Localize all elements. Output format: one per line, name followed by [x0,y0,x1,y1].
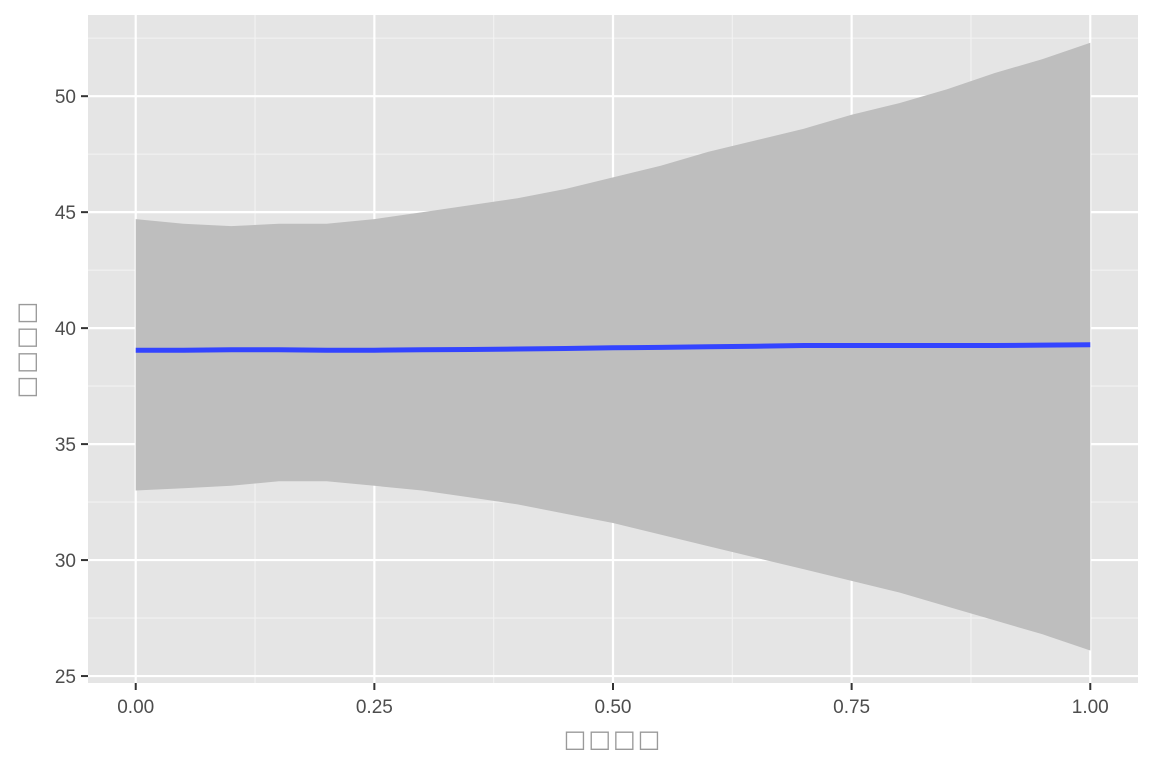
y-tick-label: 45 [55,203,76,224]
x-tick-label: 0.50 [595,697,632,718]
y-axis-title: □□□□ [12,300,40,399]
x-axis: 0.00 0.25 0.50 0.75 1.00 [117,683,1109,718]
x-tick-label: 1.00 [1072,697,1109,718]
x-tick-label: 0.75 [833,697,870,718]
y-tick-label: 40 [55,319,76,340]
y-tick-label: 25 [55,667,76,688]
y-axis: 25 30 35 40 45 50 [55,87,88,688]
y-tick-label: 35 [55,435,76,456]
x-tick-label: 0.00 [117,697,154,718]
x-axis-title: □□□□ [564,725,663,753]
series-line [135,342,1091,353]
x-tick-label: 0.25 [356,697,393,718]
y-tick-label: 50 [55,87,76,108]
y-tick-label: 30 [55,551,76,572]
